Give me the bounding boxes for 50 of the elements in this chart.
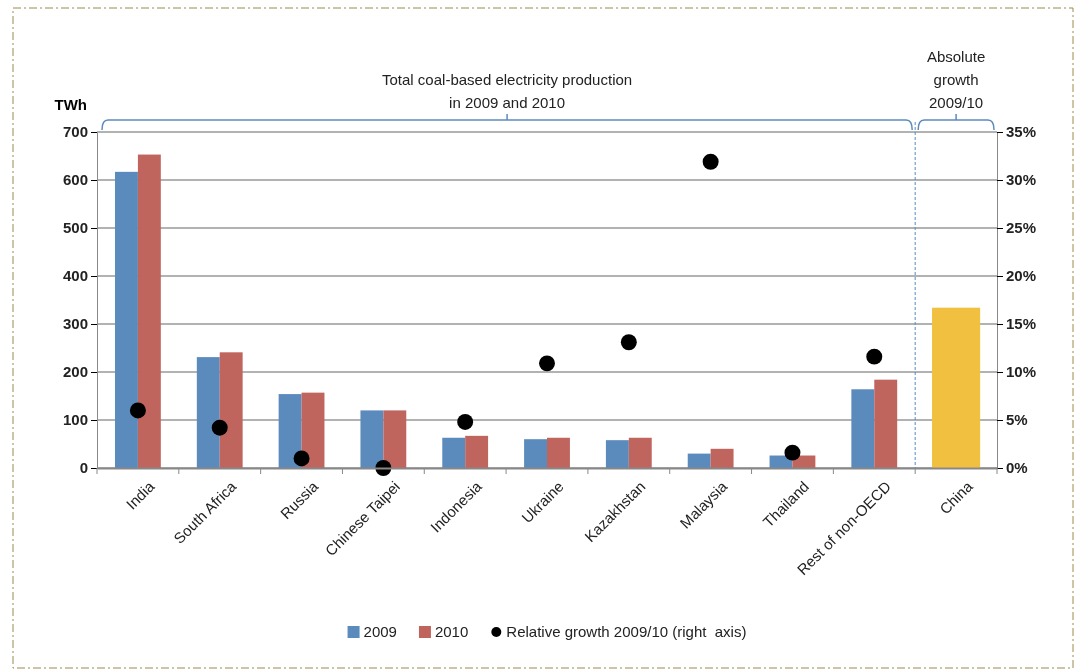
point	[211, 419, 228, 436]
y2-tick-label: 25%	[1006, 219, 1037, 237]
y2-tick-label: 0%	[1006, 459, 1028, 477]
point	[866, 348, 883, 365]
y-tick-label: 200	[62, 363, 88, 381]
y-tick-label: 500	[62, 219, 88, 237]
y-tick-label: 700	[62, 123, 88, 141]
bar	[874, 379, 898, 468]
bar	[628, 437, 652, 468]
bar	[360, 410, 384, 468]
bar	[547, 437, 570, 468]
y2-tick-label: 5%	[1006, 411, 1028, 429]
point	[293, 450, 310, 467]
bar	[219, 352, 243, 468]
bar	[137, 154, 161, 468]
bar	[605, 440, 629, 468]
bar	[196, 357, 220, 468]
bar	[851, 389, 875, 468]
bar	[442, 437, 466, 468]
point	[539, 355, 555, 372]
text: Absolute growth 2009/10	[926, 48, 986, 111]
y-axis-title: TWh	[54, 96, 87, 113]
y-tick-label: 100	[62, 411, 88, 429]
bar	[383, 410, 407, 468]
bar	[115, 171, 138, 468]
legend-label: 2010	[434, 623, 469, 640]
bar	[710, 448, 734, 468]
point	[129, 402, 146, 419]
y2-tick-label: 35%	[1006, 123, 1037, 141]
bar	[465, 435, 489, 468]
y2-tick-label: 10%	[1006, 363, 1037, 381]
y2-tick-label: 30%	[1006, 171, 1037, 189]
bar	[301, 392, 325, 468]
bar	[524, 439, 547, 468]
y-tick-label: 0	[79, 459, 88, 477]
point	[620, 334, 637, 351]
point	[702, 153, 719, 170]
bar	[687, 453, 711, 468]
y-tick-label: 300	[62, 315, 88, 333]
y-tick-label: 400	[62, 267, 88, 285]
y2-tick-label: 20%	[1006, 267, 1037, 285]
y2-tick-label: 15%	[1006, 315, 1037, 333]
legend-label: Relative growth 2009/10 (right axis)	[506, 623, 747, 640]
bar	[278, 394, 302, 468]
y-tick-label: 600	[62, 171, 88, 189]
point	[457, 413, 474, 430]
point	[784, 444, 801, 461]
bar	[932, 307, 981, 468]
legend-label: 2009	[363, 623, 397, 640]
text: Total coal-based electricity production in 2009 and 2010	[382, 71, 633, 111]
